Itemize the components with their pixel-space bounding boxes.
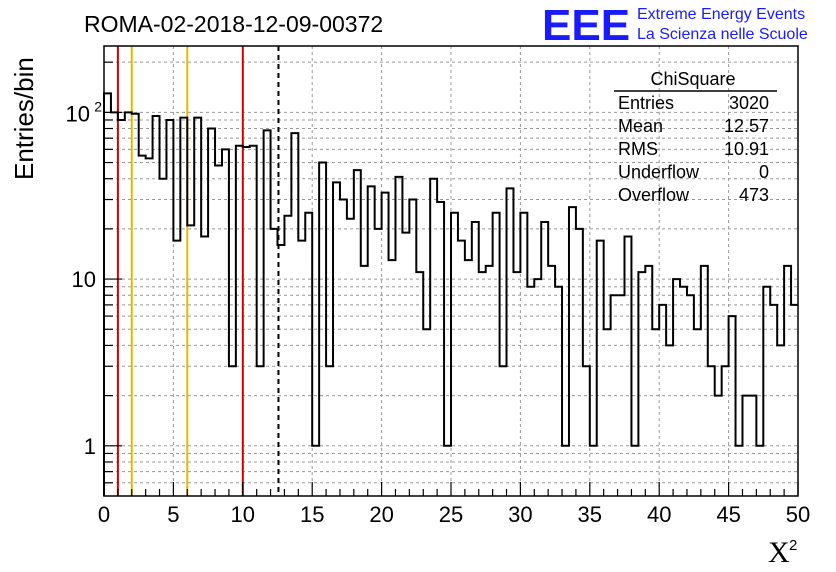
axis-ticks: [103, 61, 799, 496]
stats-value-1: 12.57: [724, 116, 769, 136]
x-tick-label-8: 40: [647, 502, 671, 527]
stats-value-3: 0: [759, 162, 769, 182]
x-tick-label-5: 25: [439, 502, 463, 527]
stats-label-4: Overflow: [618, 185, 690, 205]
x-tick-label-9: 45: [716, 502, 740, 527]
logo-mark: EEE: [542, 1, 630, 50]
x-tick-label-1: 5: [167, 502, 179, 527]
stats-label-0: Entries: [618, 93, 674, 113]
x-axis-title-text: X: [768, 536, 790, 569]
logo-line1: Extreme Energy Events: [637, 6, 805, 23]
stats-label-3: Underflow: [618, 162, 700, 182]
stats-title: ChiSquare: [650, 69, 735, 89]
y-tick-label-text: 1: [84, 434, 96, 459]
y-tick-label-text: 10: [72, 267, 96, 292]
y-axis-title: Entries/bin: [9, 57, 39, 180]
x-axis-title: X 2: [768, 536, 797, 569]
y-tick-label-2: 10 2: [66, 98, 103, 126]
stats-rows: Entries 3020 Mean 12.57 RMS 10.91 Underflow 0 Ov…: [618, 93, 769, 205]
stats-label-2: RMS: [618, 139, 658, 159]
stats-value-2: 10.91: [724, 139, 769, 159]
x-tick-label-6: 30: [508, 502, 532, 527]
x-tick-label-7: 35: [578, 502, 602, 527]
stats-label-1: Mean: [618, 116, 663, 136]
x-tick-label-4: 20: [369, 502, 393, 527]
y-tick-label-0: 1: [84, 434, 96, 459]
y-tick-label-1: 10: [72, 267, 96, 292]
x-tick-labels: 0 5 10 15 20 25 30 35 40 45 50: [98, 502, 810, 527]
chart-title: ROMA-02-2018-12-09-00372: [84, 11, 383, 37]
stats-value-4: 473: [739, 185, 769, 205]
x-tick-label-2: 10: [231, 502, 255, 527]
eee-logo: EEE Extreme Energy Events La Scienza nel…: [542, 1, 808, 50]
y-tick-label-base: 10: [66, 101, 90, 126]
x-tick-label-0: 0: [98, 502, 110, 527]
logo-line2: La Scienza nelle Scuole: [637, 26, 808, 43]
x-axis-title-superscript: 2: [789, 537, 797, 554]
y-tick-label-sup: 2: [94, 98, 102, 114]
x-tick-label-10: 50: [786, 502, 810, 527]
stats-box: ChiSquare Entries 3020 Mean 12.57 RMS 10.91 Un…: [614, 69, 777, 205]
reference-lines: [116, 46, 280, 496]
histogram-series: [103, 92, 798, 496]
stats-value-0: 3020: [729, 93, 769, 113]
x-tick-label-3: 15: [300, 502, 324, 527]
